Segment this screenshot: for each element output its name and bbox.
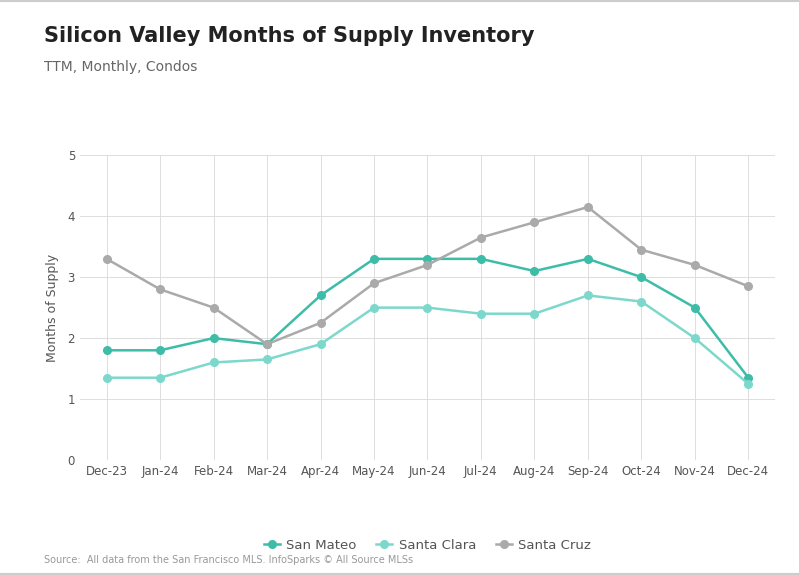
- Santa Cruz: [476, 234, 486, 241]
- Santa Cruz: [583, 204, 593, 210]
- Text: Silicon Valley Months of Supply Inventory: Silicon Valley Months of Supply Inventor…: [44, 26, 535, 46]
- Santa Clara: [583, 292, 593, 299]
- Santa Cruz: [101, 255, 111, 262]
- San Mateo: [101, 347, 111, 354]
- Text: Source:  All data from the San Francisco MLS. InfoSparks © All Source MLSs: Source: All data from the San Francisco …: [44, 555, 413, 565]
- Santa Cruz: [316, 319, 325, 326]
- San Mateo: [476, 255, 486, 262]
- Santa Clara: [155, 374, 165, 381]
- Santa Clara: [744, 381, 753, 388]
- Santa Clara: [209, 359, 218, 366]
- Santa Cruz: [690, 262, 700, 269]
- Santa Cruz: [530, 219, 539, 226]
- Santa Clara: [637, 298, 646, 305]
- Santa Clara: [369, 304, 379, 311]
- Santa Clara: [316, 341, 325, 348]
- Legend: San Mateo, Santa Clara, Santa Cruz: San Mateo, Santa Clara, Santa Cruz: [258, 534, 597, 558]
- San Mateo: [744, 374, 753, 381]
- San Mateo: [423, 255, 432, 262]
- Santa Clara: [423, 304, 432, 311]
- Santa Clara: [262, 356, 272, 363]
- Santa Clara: [101, 374, 111, 381]
- Line: Santa Cruz: Santa Cruz: [103, 203, 752, 348]
- Santa Clara: [476, 310, 486, 317]
- Santa Cruz: [423, 262, 432, 269]
- Santa Cruz: [262, 341, 272, 348]
- Santa Cruz: [369, 280, 379, 287]
- Santa Cruz: [209, 304, 218, 311]
- San Mateo: [369, 255, 379, 262]
- Santa Clara: [690, 335, 700, 342]
- Text: TTM, Monthly, Condos: TTM, Monthly, Condos: [44, 60, 197, 74]
- Santa Cruz: [637, 246, 646, 253]
- San Mateo: [583, 255, 593, 262]
- San Mateo: [637, 274, 646, 281]
- Santa Cruz: [744, 283, 753, 290]
- San Mateo: [155, 347, 165, 354]
- San Mateo: [209, 335, 218, 342]
- San Mateo: [316, 292, 325, 299]
- Santa Cruz: [155, 286, 165, 293]
- San Mateo: [690, 304, 700, 311]
- Line: San Mateo: San Mateo: [103, 255, 752, 382]
- Santa Clara: [530, 310, 539, 317]
- Line: Santa Clara: Santa Clara: [103, 292, 752, 388]
- San Mateo: [530, 267, 539, 274]
- Y-axis label: Months of Supply: Months of Supply: [46, 254, 59, 362]
- San Mateo: [262, 341, 272, 348]
